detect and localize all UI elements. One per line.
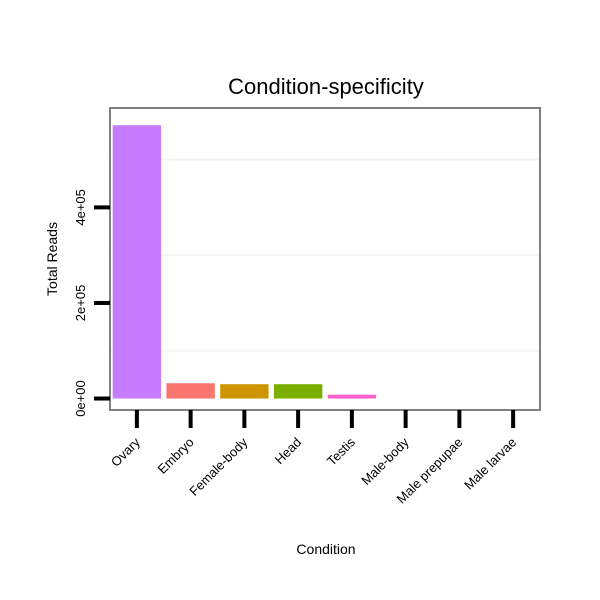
y-axis: 0e+00 2e+05 4e+05 (73, 189, 110, 417)
y-tick-label: 2e+05 (73, 285, 88, 322)
x-tick-label: Embryo (154, 435, 196, 477)
y-tick-label: 0e+00 (73, 380, 88, 417)
bar-embryo (166, 383, 215, 399)
x-tick-label: Female-body (186, 434, 251, 499)
plot-panel (109, 107, 541, 411)
x-tick-label: Male-body (358, 434, 412, 488)
y-axis-title: Total Reads (44, 222, 60, 296)
gridlines (110, 158, 540, 400)
bar-testis (327, 394, 377, 399)
bars (112, 125, 377, 399)
bar-female-body (220, 384, 269, 399)
x-tick-label: Ovary (108, 434, 143, 469)
x-axis-title: Condition (296, 541, 355, 557)
x-tick-label: Head (272, 435, 305, 468)
bar-head (273, 384, 323, 399)
x-tick-label: Male larvae (461, 435, 519, 493)
y-tick-label: 4e+05 (73, 189, 88, 226)
x-tick-label: Testis (324, 434, 358, 468)
chart-title: Condition-specificity (228, 74, 424, 99)
bar-ovary (112, 125, 162, 399)
